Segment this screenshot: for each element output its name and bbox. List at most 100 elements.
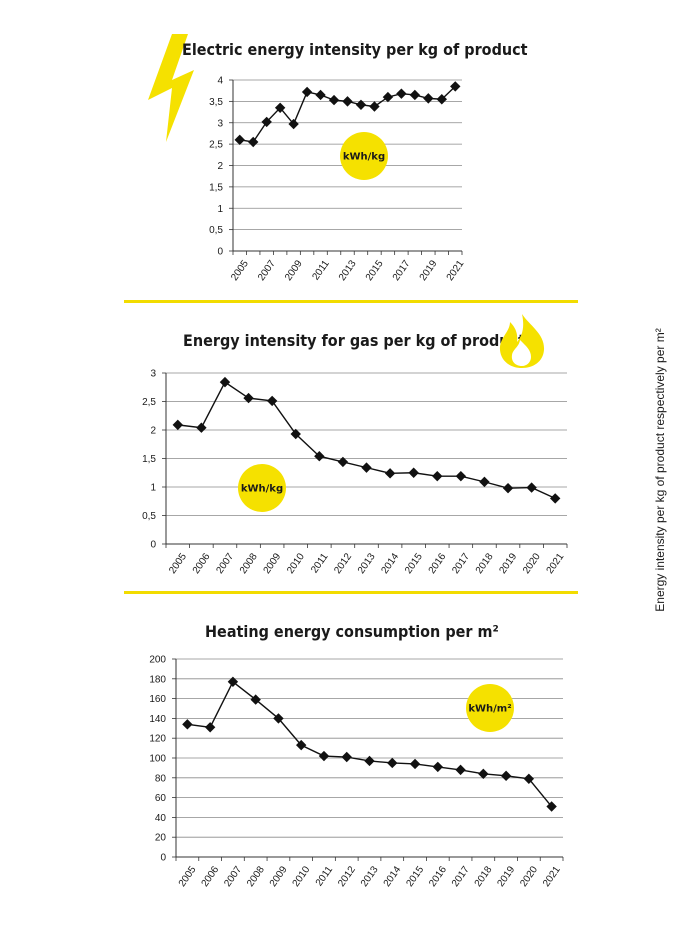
chart-1-x-tick-label: 2017 bbox=[391, 258, 413, 283]
chart-1-series-line bbox=[239, 85, 456, 143]
chart-2-unit-badge-label: kWh/kg bbox=[241, 484, 283, 495]
chart-2-data-point bbox=[432, 470, 443, 482]
chart-3-data-point bbox=[341, 751, 352, 763]
chart-3-data-point bbox=[387, 757, 398, 769]
chart-3-y-tick-label: 100 bbox=[149, 754, 166, 765]
chart-3-x-tick-label: 2018 bbox=[473, 864, 495, 889]
chart-2-data-point bbox=[172, 419, 183, 431]
chart-1-data-point bbox=[234, 134, 245, 146]
chart-3-y-tick-label: 180 bbox=[149, 674, 166, 685]
chart-2-title: Energy intensity for gas per kg of produ… bbox=[183, 331, 525, 350]
chart-3-unit-badge-label: kWh/m² bbox=[468, 704, 511, 715]
chart-1-data-point bbox=[288, 118, 299, 130]
chart-1-data-point bbox=[423, 93, 434, 104]
chart-3-data-point bbox=[364, 755, 375, 767]
chart-1-title: Electric energy intensity per kg of prod… bbox=[182, 40, 528, 59]
chart-1-data-point bbox=[396, 88, 407, 99]
chart-1-data-point bbox=[315, 89, 326, 101]
chart-2-data-point bbox=[384, 468, 396, 479]
chart-3-data-point bbox=[432, 761, 443, 773]
chart-1-y-tick-label: 1,5 bbox=[209, 182, 223, 193]
chart-1-x-tick-label: 2011 bbox=[310, 258, 332, 282]
chart-3-data-point bbox=[409, 758, 421, 770]
chart-2-x-tick-label: 2013 bbox=[356, 551, 378, 576]
chart-2-x-tick-label: 2008 bbox=[238, 551, 260, 576]
chart-2-data-point bbox=[219, 376, 231, 388]
chart-1-y-tick-label: 3 bbox=[217, 118, 223, 129]
chart-3-data-point bbox=[500, 770, 512, 782]
chart-3-unit-badge bbox=[466, 684, 514, 732]
chart-2-x-tick-label: 2019 bbox=[497, 551, 519, 576]
chart-3-data-point bbox=[546, 801, 557, 812]
chart-1-data-point bbox=[328, 94, 340, 106]
chart-1-data-point bbox=[301, 86, 313, 98]
chart-3-data-point bbox=[273, 713, 284, 724]
chart-3-x-tick-label: 2013 bbox=[359, 864, 381, 889]
chart-3-x-tick-label: 2007 bbox=[222, 864, 244, 889]
chart-1-data-point bbox=[261, 116, 272, 128]
chart-1-unit-badge-label: kWh/kg bbox=[343, 152, 385, 163]
chart-2-y-tick-label: 0 bbox=[150, 540, 156, 551]
chart-2-data-point bbox=[314, 451, 325, 462]
chart-2-y-tick-label: 1,5 bbox=[142, 454, 156, 465]
chart-2-data-point bbox=[526, 482, 537, 493]
chart-3-x-tick-label: 2017 bbox=[450, 864, 472, 889]
chart-3-data-point bbox=[227, 676, 239, 687]
chart-1-y-tick-label: 2 bbox=[217, 161, 223, 172]
chart-2-x-tick-label: 2005 bbox=[167, 551, 189, 576]
chart-2-y-tick-label: 3 bbox=[150, 369, 156, 380]
chart-3-data-point bbox=[296, 739, 307, 751]
chart-1-x-tick-label: 2013 bbox=[337, 258, 359, 283]
chart-2-x-tick-label: 2016 bbox=[427, 551, 449, 576]
chart-3-y-tick-label: 140 bbox=[149, 714, 166, 725]
chart-1-y-tick-label: 0,5 bbox=[209, 225, 223, 236]
chart-2-data-point bbox=[290, 428, 301, 440]
chart-2-y-tick-label: 0,5 bbox=[142, 511, 156, 522]
chart-2-x-tick-label: 2018 bbox=[474, 551, 496, 576]
chart-3-y-tick-label: 0 bbox=[160, 853, 166, 864]
chart-3-y-tick-label: 40 bbox=[155, 813, 167, 824]
chart-3-x-tick-label: 2012 bbox=[336, 864, 358, 889]
chart-3-x-tick-label: 2015 bbox=[404, 864, 426, 889]
chart-2-data-point bbox=[455, 470, 467, 482]
chart-2-data-point bbox=[243, 392, 254, 404]
chart-1-data-point bbox=[409, 89, 421, 101]
chart-1-data-point bbox=[450, 81, 461, 92]
divider-bottom bbox=[124, 591, 578, 594]
chart-3-data-point bbox=[318, 750, 330, 762]
chart-3-y-tick-label: 60 bbox=[155, 793, 167, 804]
chart-1-unit-badge bbox=[340, 132, 388, 180]
chart-2-x-tick-label: 2021 bbox=[545, 551, 567, 576]
chart-2-data-point bbox=[337, 456, 349, 468]
chart-2-data-point bbox=[479, 476, 490, 488]
chart-3-x-tick-label: 2008 bbox=[245, 864, 267, 889]
chart-1-x-tick-label: 2005 bbox=[229, 258, 251, 283]
chart-3-y-tick-label: 20 bbox=[155, 833, 167, 844]
chart-3-x-tick-label: 2019 bbox=[496, 864, 518, 889]
chart-2-x-tick-label: 2017 bbox=[450, 551, 472, 576]
chart-3-data-point bbox=[182, 719, 193, 730]
chart-3-x-tick-label: 2011 bbox=[314, 864, 336, 888]
chart-3-x-tick-label: 2006 bbox=[200, 864, 222, 889]
chart-1-y-tick-label: 3,5 bbox=[209, 97, 223, 108]
divider-top bbox=[124, 300, 578, 303]
chart-3-x-tick-label: 2016 bbox=[427, 864, 449, 889]
chart-1-x-tick-label: 2009 bbox=[283, 258, 305, 283]
chart-3-y-tick-label: 80 bbox=[155, 773, 167, 784]
chart-2-y-tick-label: 2 bbox=[150, 426, 156, 437]
chart-1-y-tick-label: 2,5 bbox=[209, 140, 223, 151]
chart-2-x-tick-label: 2010 bbox=[285, 551, 307, 576]
chart-2-x-tick-label: 2020 bbox=[521, 551, 543, 576]
chart-3-title: Heating energy consumption per m² bbox=[205, 622, 499, 641]
chart-3-data-point bbox=[455, 764, 466, 776]
chart-1-y-tick-label: 1 bbox=[217, 204, 223, 215]
chart-2-x-tick-label: 2007 bbox=[214, 551, 236, 576]
chart-3-y-tick-label: 120 bbox=[149, 734, 166, 745]
chart-3-data-point bbox=[523, 773, 535, 784]
chart-1-y-tick-label: 0 bbox=[217, 247, 223, 258]
chart-1-x-tick-label: 2007 bbox=[256, 258, 278, 283]
chart-1-data-point bbox=[436, 94, 447, 105]
chart-2-data-point bbox=[266, 395, 278, 407]
chart-2-series-line bbox=[177, 381, 556, 500]
